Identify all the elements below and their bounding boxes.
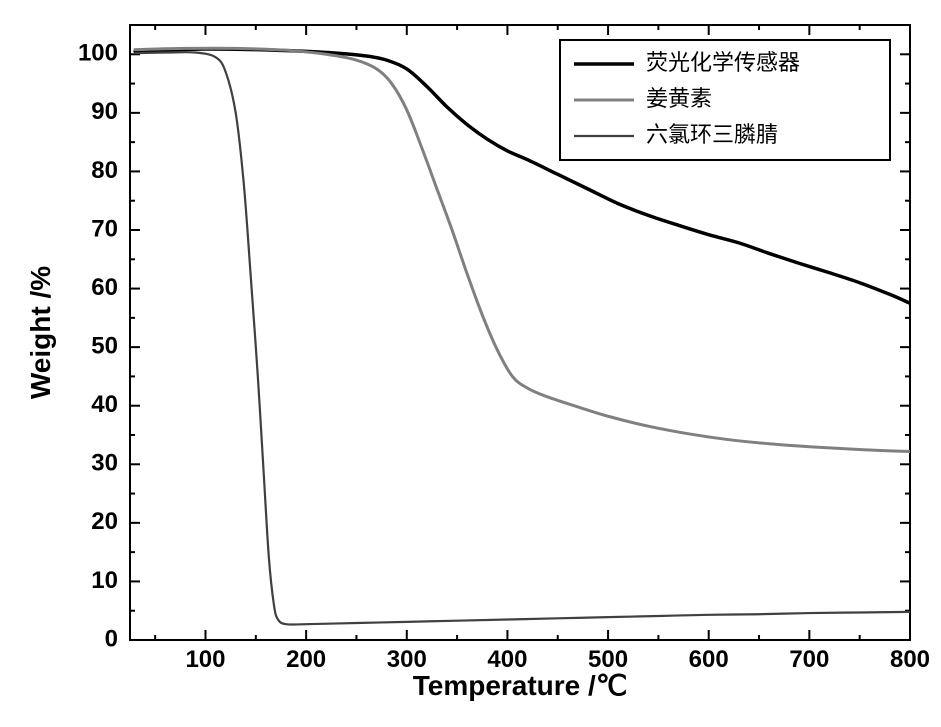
svg-text:60: 60: [91, 274, 118, 301]
svg-text:100: 100: [78, 40, 118, 67]
svg-text:20: 20: [91, 508, 118, 535]
svg-text:800: 800: [890, 646, 930, 673]
chart-svg: 100 200 300 400 500 600 700 800 0 10 20 30 40 50 60 70 8…: [0, 0, 941, 727]
svg-text:700: 700: [789, 646, 829, 673]
legend-label-1: 姜黄素: [646, 86, 712, 111]
svg-text:0: 0: [105, 625, 118, 652]
svg-text:80: 80: [91, 157, 118, 184]
svg-text:40: 40: [91, 391, 118, 418]
svg-text:30: 30: [91, 450, 118, 477]
svg-text:10: 10: [91, 567, 118, 594]
svg-text:600: 600: [689, 646, 729, 673]
svg-text:200: 200: [286, 646, 326, 673]
svg-text:90: 90: [91, 98, 118, 125]
tga-chart: 100 200 300 400 500 600 700 800 0 10 20 30 40 50 60 70 8…: [0, 0, 941, 727]
y-axis-label: Weight /%: [25, 266, 56, 399]
svg-text:50: 50: [91, 332, 118, 359]
legend-label-0: 荧光化学传感器: [646, 50, 800, 75]
svg-text:70: 70: [91, 215, 118, 242]
svg-text:300: 300: [387, 646, 427, 673]
x-axis-label: Temperature /℃: [413, 670, 628, 701]
svg-text:500: 500: [588, 646, 628, 673]
svg-text:100: 100: [185, 646, 225, 673]
legend-label-2: 六氯环三膦腈: [646, 122, 778, 147]
svg-text:400: 400: [487, 646, 527, 673]
